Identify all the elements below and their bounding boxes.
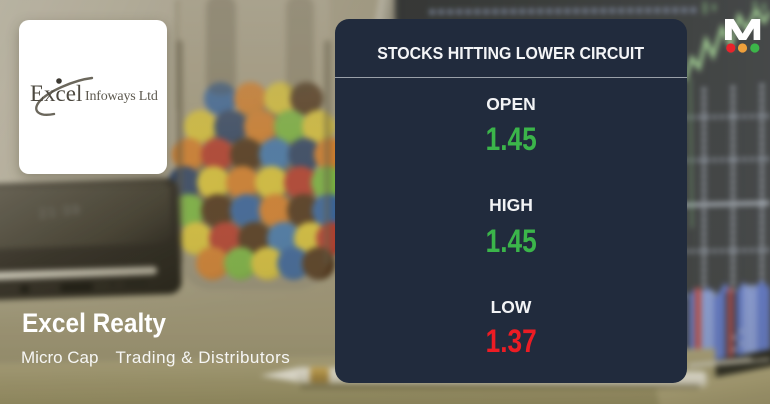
svg-text:Excel: Excel [30, 81, 82, 106]
svg-text:Infoways Ltd: Infoways Ltd [85, 89, 158, 104]
